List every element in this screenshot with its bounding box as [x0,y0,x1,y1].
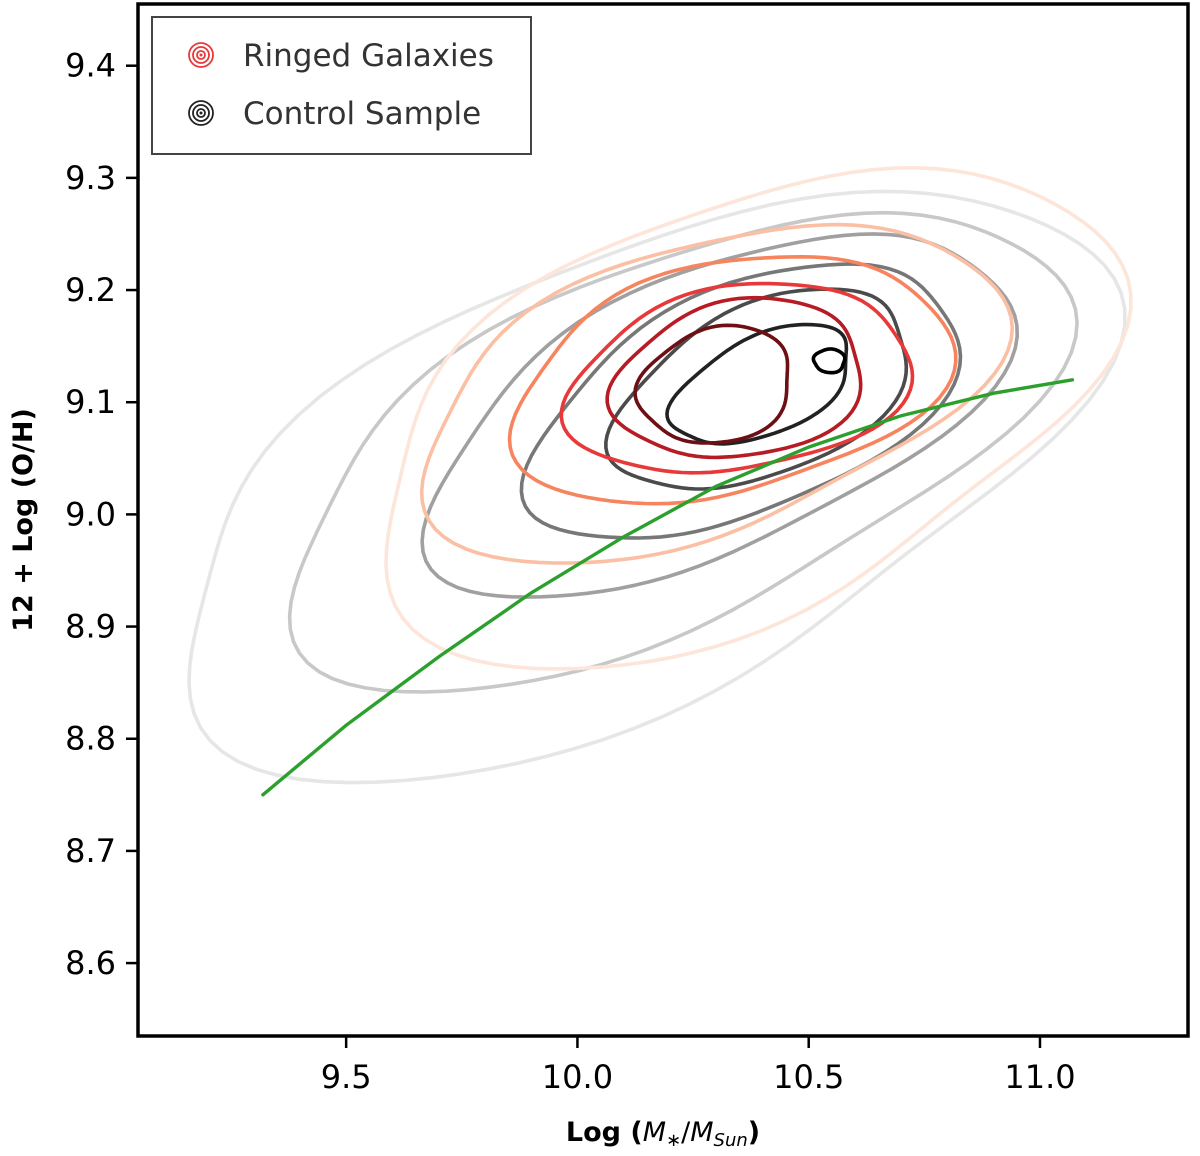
x-axis-ticks: 9.5 10.0 10.5 11.0 [321,1036,1076,1096]
y-tick-label: 8.7 [65,832,116,870]
legend-swatch-dot [199,111,203,115]
plot-frame [136,2,1190,1038]
y-axis-title: 12 + Log (O/H) [8,408,39,632]
legend-swatch [196,50,206,60]
ringed-contour-level [605,295,863,460]
y-tick-label: 9.0 [65,495,116,533]
ringed-contour-level [419,222,1015,565]
relation-layer [261,378,1075,797]
y-axis-ticks: 8.6 8.7 8.8 8.9 9.0 9.1 9.2 9.3 9.4 [65,47,138,982]
y-tick-label: 9.4 [65,47,116,85]
x-tick-label: 10.0 [542,1058,613,1096]
control-contour-level [420,232,1019,599]
legend-swatch-dot [199,53,203,57]
y-tick-label: 9.2 [65,271,116,309]
y-tick-label: 9.3 [65,159,116,197]
control-contour-level [187,189,1127,785]
legend-swatch [196,108,206,118]
relation-line [261,378,1075,797]
x-tick-label: 11.0 [1004,1058,1075,1096]
contour-layer [187,166,1133,785]
legend-swatch [188,100,214,126]
y-tick-label: 8.9 [65,608,116,646]
legend-swatch [192,104,210,122]
control-contour-level [287,210,1079,694]
ringed-contour-level [559,281,915,475]
legend: Ringed Galaxies Control Sample [151,16,532,155]
ringed-contour-level [384,166,1133,671]
y-tick-label: 8.8 [65,720,116,758]
x-tick-label: 9.5 [321,1058,372,1096]
legend-box [151,16,532,155]
control-contour-level [665,322,849,446]
control-contour-level [811,347,847,375]
ringed-contour-level [633,323,790,445]
legend-swatch [188,42,214,68]
y-tick-label: 8.6 [65,944,116,982]
ringed-contour-level [507,255,958,506]
y-tick-label: 9.1 [65,383,116,421]
legend-swatch [192,46,210,64]
x-axis-title: Log (M∗/MSun) [566,1117,760,1151]
x-tick-label: 10.5 [773,1058,844,1096]
legend-label: Control Sample [243,96,481,132]
legend-label: Ringed Galaxies [243,38,494,74]
